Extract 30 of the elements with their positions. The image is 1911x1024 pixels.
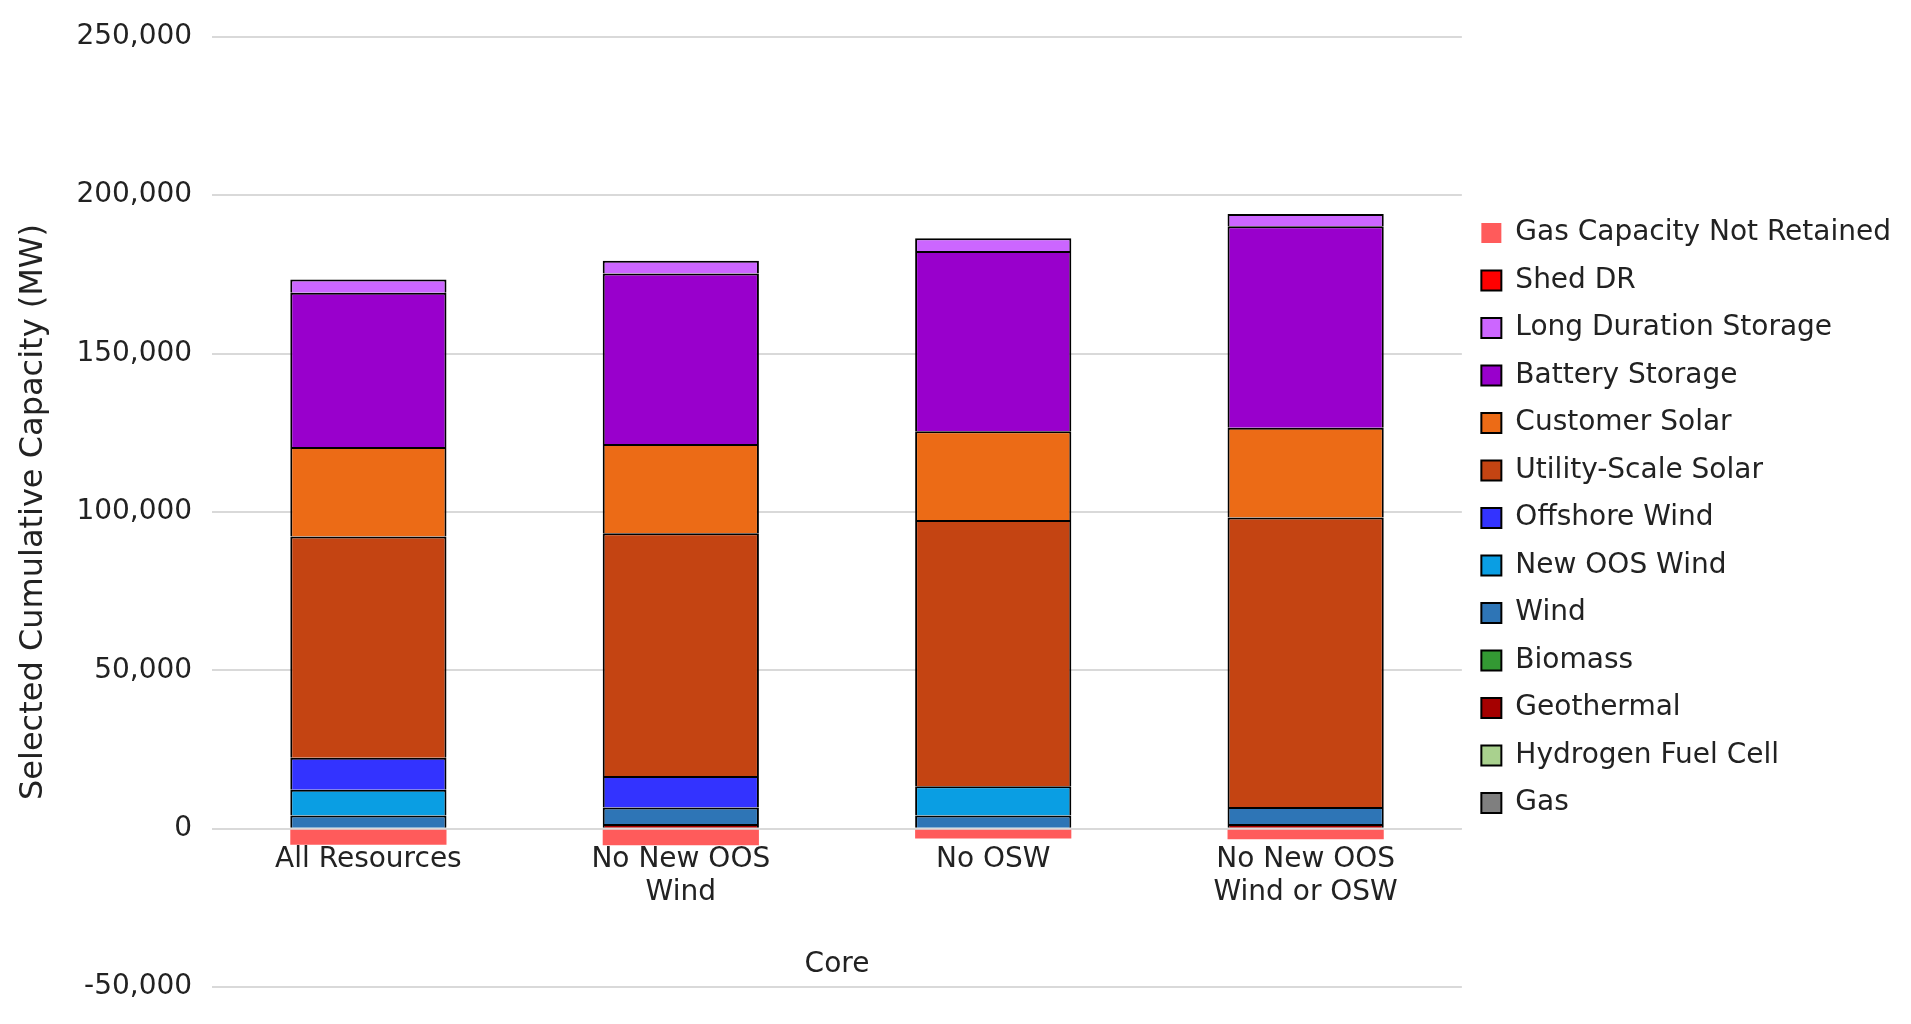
bar (290, 829, 447, 845)
legend-label: Customer Solar (1515, 404, 1733, 438)
x-tick-label: No New OOS Wind or OSW (1213, 840, 1398, 908)
annotation: Core (804, 946, 870, 980)
legend-label: New OOS Wind (1515, 546, 1727, 580)
bar (1227, 829, 1384, 840)
bar (602, 829, 759, 846)
y-tick-label: -50,000 (84, 968, 193, 1002)
y-tick-label: 50,000 (94, 651, 193, 685)
y-axis-title: Selected Cumulative Capacity (MW) (11, 224, 50, 800)
x-tick-label: No New OOS Wind (591, 840, 771, 908)
y-tick-label: 150,000 (76, 334, 193, 368)
legend-label: Shed DR (1515, 261, 1636, 295)
x-tick-label: No OSW (935, 840, 1051, 874)
legend-label: Battery Storage (1515, 356, 1738, 390)
y-tick-label: 100,000 (76, 493, 193, 527)
y-tick-label: 0 (174, 810, 193, 844)
legend-label: Wind (1515, 594, 1586, 628)
legend-label: Biomass (1515, 641, 1634, 675)
legend-label: Hydrogen Fuel Cell (1515, 736, 1779, 770)
bar (915, 829, 1072, 839)
legend-label: Long Duration Storage (1515, 309, 1833, 343)
legend-label: Utility-Scale Solar (1515, 451, 1764, 485)
x-tick-label: All Resources (275, 840, 462, 874)
legend-label: Gas Capacity Not Retained (1515, 214, 1892, 248)
legend-label: Offshore Wind (1515, 499, 1714, 533)
y-tick-label: 200,000 (76, 176, 193, 210)
legend-label: Geothermal (1515, 689, 1681, 723)
y-tick-label: 250,000 (76, 18, 193, 52)
legend-label: Gas (1515, 784, 1569, 818)
